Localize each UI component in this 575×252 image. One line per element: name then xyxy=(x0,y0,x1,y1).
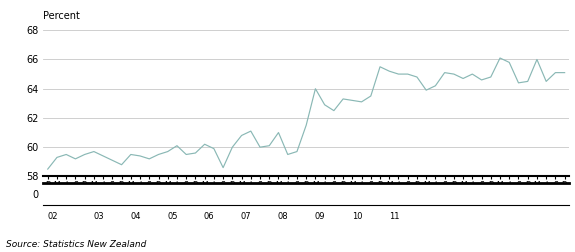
Text: 07: 07 xyxy=(241,212,251,221)
Text: 08: 08 xyxy=(278,212,289,221)
Text: Source: Statistics New Zealand: Source: Statistics New Zealand xyxy=(6,240,146,249)
Text: 04: 04 xyxy=(130,212,141,221)
Text: 11: 11 xyxy=(389,212,399,221)
Text: 03: 03 xyxy=(93,212,104,221)
Text: 10: 10 xyxy=(352,212,362,221)
Text: 09: 09 xyxy=(315,212,325,221)
Text: 02: 02 xyxy=(47,212,58,221)
Text: 05: 05 xyxy=(167,212,178,221)
Text: 06: 06 xyxy=(204,212,214,221)
Text: Percent: Percent xyxy=(43,12,80,21)
